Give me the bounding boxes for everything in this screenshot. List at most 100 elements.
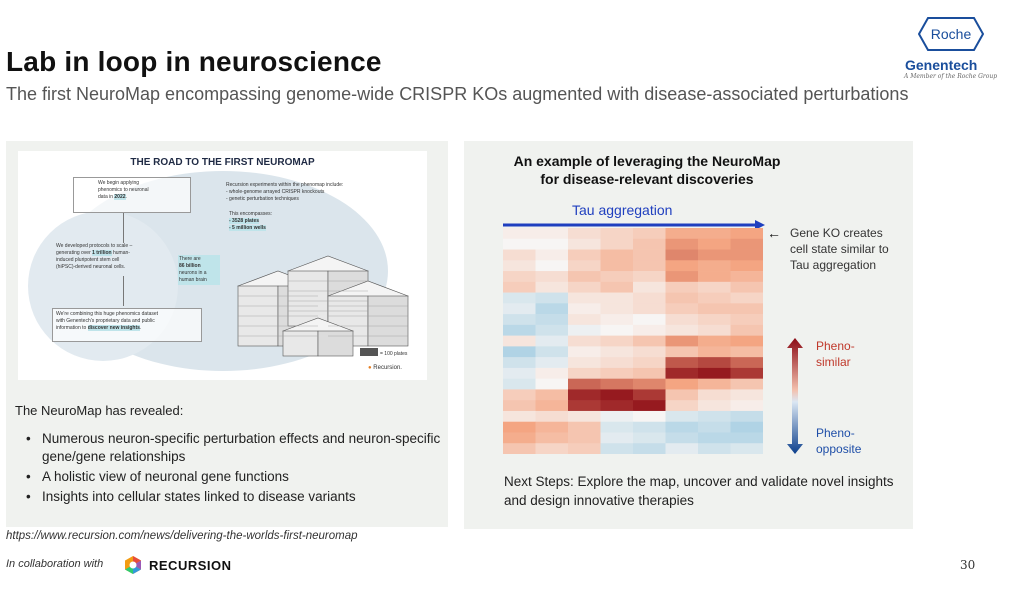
heatmap-cell	[535, 421, 569, 433]
heatmap	[503, 228, 763, 454]
heatmap-cell	[503, 238, 536, 250]
heatmap-cell	[698, 271, 731, 283]
road-neurons-note: There are 86 billion neurons in a human …	[178, 255, 220, 285]
heatmap-cell	[698, 400, 731, 412]
road-arrow-2	[123, 276, 124, 306]
road-protocols-line4: (hiPSC)-derived neuronal cells.	[56, 264, 126, 270]
heatmap-cell	[665, 281, 699, 293]
heatmap-cell	[568, 400, 601, 412]
heatmap-cell	[665, 292, 699, 304]
heatmap-cell	[568, 314, 601, 326]
page-number: 30	[960, 558, 976, 572]
heatmap-cell	[698, 367, 731, 379]
heatmap-cell	[535, 357, 569, 369]
heatmap-cell	[665, 432, 699, 444]
heatmap-cell	[730, 357, 763, 369]
heatmap-cell	[633, 314, 666, 326]
heatmap-cell	[503, 303, 536, 315]
road-protocols-line2b: human-	[111, 250, 130, 256]
heatmap-cell	[503, 389, 536, 401]
heatmap-cell	[698, 443, 731, 454]
heatmap-cell	[665, 260, 699, 272]
heatmap-cell	[730, 443, 763, 454]
heatmap-cell	[568, 432, 601, 444]
heatmap-cell	[633, 389, 666, 401]
heatmap-cell	[503, 421, 536, 433]
heatmap-cell	[730, 292, 763, 304]
pheno-opposite-line1: Pheno-	[816, 426, 855, 440]
road-exp-line3: - genetic perturbation techniques	[226, 196, 299, 202]
heatmap-cell	[600, 378, 634, 390]
heatmap-cell	[665, 303, 699, 315]
heatmap-cell	[633, 335, 666, 347]
road-combine-end: .	[139, 325, 142, 331]
heatmap-cell	[568, 271, 601, 283]
heatmap-cell	[535, 314, 569, 326]
heatmap-cell	[568, 378, 601, 390]
heatmap-cell	[503, 357, 536, 369]
genentech-logo: Genentech	[905, 57, 978, 73]
example-title: An example of leveraging the NeuroMap fo…	[464, 152, 830, 188]
heatmap-cell	[535, 238, 569, 250]
heatmap-cell	[730, 238, 763, 250]
heatmap-cell	[730, 432, 763, 444]
heatmap-cell	[600, 421, 634, 433]
heatmap-cell	[535, 389, 569, 401]
roche-logo: Roche	[918, 17, 984, 51]
heatmap-cell	[503, 249, 536, 261]
recursion-logo-icon	[125, 556, 141, 574]
road-protocols-line1: We developed protocols to scale –	[56, 243, 133, 249]
heatmap-cell	[568, 292, 601, 304]
heatmap-cell	[568, 421, 601, 433]
heatmap-cell	[600, 367, 634, 379]
road-neurons-count: 86 billion	[179, 263, 201, 269]
heatmap-cell	[730, 389, 763, 401]
genentech-member-text: A Member of the Roche Group	[904, 73, 998, 80]
heatmap-cell	[698, 324, 731, 336]
heatmap-cell	[503, 400, 536, 412]
tau-arrow-icon	[503, 220, 765, 230]
pheno-similar-line2: similar	[816, 355, 851, 369]
heatmap-cell	[665, 443, 699, 454]
heatmap-cell	[600, 271, 634, 283]
heatmap-cell	[730, 271, 763, 283]
road-plates: - 3528 plates	[229, 218, 260, 224]
heatmap-cell	[698, 378, 731, 390]
heatmap-cell	[568, 249, 601, 261]
heatmap-cell	[535, 324, 569, 336]
road-exp-line2: - whole-genome arrayed CRISPR knockouts	[226, 189, 325, 195]
heatmap-cell	[568, 324, 601, 336]
heatmap-cell	[665, 324, 699, 336]
slide-subtitle: The first NeuroMap encompassing genome-w…	[6, 84, 909, 104]
heatmap-cell	[698, 228, 731, 240]
heatmap-cell	[535, 346, 569, 358]
pheno-opposite-line2: opposite	[816, 442, 862, 456]
heatmap-cell	[730, 335, 763, 347]
heatmap-cell	[600, 260, 634, 272]
heatmap-cell	[503, 292, 536, 304]
heatmap-cell	[600, 389, 634, 401]
heatmap-cell	[633, 238, 666, 250]
heatmap-cell	[503, 281, 536, 293]
heatmap-cell	[665, 249, 699, 261]
heatmap-cell	[503, 271, 536, 283]
heatmap-cell	[633, 292, 666, 304]
heatmap-cell	[600, 335, 634, 347]
gene-ko-annotation: Gene KO creates cell state similar to Ta…	[790, 226, 889, 272]
heatmap-cell	[730, 410, 763, 423]
road-combine-insights: discover new insights	[87, 325, 140, 331]
heatmap-cell	[730, 281, 763, 293]
heatmap-cell	[730, 400, 763, 412]
heatmap-cell	[665, 346, 699, 358]
revealed-item: Insights into cellular states linked to …	[22, 488, 442, 506]
heatmap-cell	[600, 432, 634, 444]
heatmap-cell	[503, 314, 536, 326]
heatmap-cell	[665, 314, 699, 326]
road-to-neuromap-image: THE ROAD TO THE FIRST NEUROMAP We begin …	[18, 151, 427, 380]
source-url: https://www.recursion.com/news/deliverin…	[6, 530, 358, 542]
heatmap-cell	[665, 271, 699, 283]
heatmap-cell	[535, 260, 569, 272]
heatmap-cell	[730, 378, 763, 390]
heatmap-cell	[535, 432, 569, 444]
heatmap-cell	[698, 410, 731, 423]
